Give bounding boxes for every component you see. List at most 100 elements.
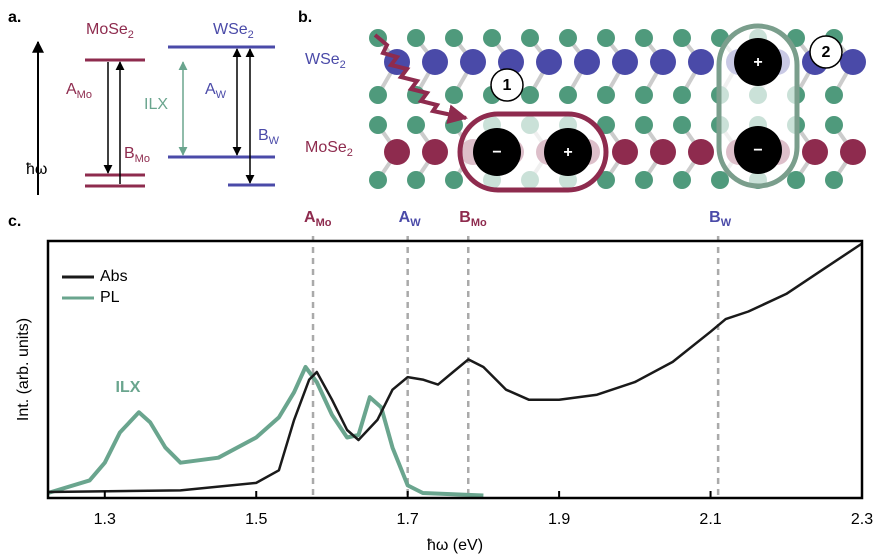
chalcogen-atom [445, 171, 463, 189]
charge [734, 38, 782, 86]
charge-sign: − [492, 144, 501, 161]
metal-atom [612, 139, 638, 165]
chalcogen-atom [597, 86, 615, 104]
metal-atom [688, 49, 714, 75]
chalcogen-atom [559, 86, 577, 104]
panel-label: a. [8, 9, 21, 26]
metal-atom [840, 49, 866, 75]
metal-atom [460, 49, 486, 75]
charge-sign: − [753, 142, 762, 159]
transition-label: BMo [124, 145, 150, 165]
series-line [47, 242, 863, 494]
material-label: MoSe2 [86, 21, 134, 41]
panel-label: b. [298, 9, 312, 26]
energy-axis-label: ħω [26, 161, 47, 178]
metal-atom [802, 139, 828, 165]
energy-diagram [32, 40, 275, 195]
chalcogen-atom [825, 171, 843, 189]
x-tick-label: 2.1 [699, 511, 721, 528]
legend-label: PL [100, 289, 120, 306]
transition-label-main: A [205, 81, 216, 98]
chalcogen-atom [521, 29, 539, 47]
chalcogen-atom [407, 171, 425, 189]
chalcogen-atom [825, 116, 843, 134]
chalcogen-atom [559, 29, 577, 47]
legend-label: Abs [100, 268, 128, 285]
chalcogen-atom [711, 171, 729, 189]
chalcogen-atom [407, 29, 425, 47]
chalcogen-atom [407, 116, 425, 134]
transition-label-sub: Mo [135, 153, 150, 165]
marker-label-main: A [304, 209, 316, 226]
panel-label: c. [8, 213, 21, 230]
ilx-label: ILX [144, 96, 168, 113]
chalcogen-atom [787, 171, 805, 189]
metal-atom [840, 139, 866, 165]
marker-label-sub: Mo [316, 217, 332, 229]
chalcogen-atom [369, 86, 387, 104]
metal-atom [650, 139, 676, 165]
step-number: 2 [822, 44, 831, 61]
chalcogen-atom [445, 86, 463, 104]
chalcogen-atom [825, 86, 843, 104]
transition-label: AMo [66, 81, 92, 101]
material-label-sub: 2 [128, 29, 134, 41]
transition-label: AW [205, 81, 227, 101]
x-axis-label: ħω (eV) [427, 537, 483, 554]
series-line [47, 365, 484, 498]
marker-label-main: B [709, 209, 721, 226]
chalcogen-atom [673, 86, 691, 104]
metal-atom [650, 49, 676, 75]
layer-label-sub: 2 [340, 59, 346, 71]
marker-label-sub: W [410, 217, 421, 229]
chalcogen-atom [635, 86, 653, 104]
charge [544, 128, 592, 176]
chalcogen-atom [673, 116, 691, 134]
charge-sign: + [753, 54, 762, 71]
marker-label-main: A [399, 209, 411, 226]
charge [473, 128, 521, 176]
marker-label-sub: Mo [471, 217, 487, 229]
chalcogen-atom [369, 171, 387, 189]
material-label-main: MoSe [86, 21, 128, 38]
y-axis-label: Int. (arb. units) [15, 318, 32, 421]
material-label: WSe2 [213, 21, 254, 41]
layer-label: MoSe2 [305, 139, 353, 159]
chalcogen-atom [483, 29, 501, 47]
marker-label: AW [399, 209, 422, 229]
chalcogen-atom [521, 86, 539, 104]
x-tick-label: 1.5 [245, 511, 267, 528]
marker-label: BW [709, 209, 732, 229]
chalcogen-atom [635, 116, 653, 134]
chalcogen-atom [673, 29, 691, 47]
metal-atom [536, 49, 562, 75]
layer-label-main: WSe [305, 51, 340, 68]
transition-label-main: B [124, 145, 135, 162]
chalcogen-atom [673, 171, 691, 189]
annotation: ILX [116, 379, 141, 396]
x-tick-label: 1.7 [397, 511, 419, 528]
chalcogen-atom [445, 29, 463, 47]
transition-label-main: A [66, 81, 77, 98]
transition-label: BW [258, 127, 280, 147]
metal-atom [384, 139, 410, 165]
metal-atom [422, 139, 448, 165]
step-circle [490, 68, 524, 102]
transition-label-sub: W [269, 135, 280, 147]
metal-atom [688, 139, 714, 165]
step-number: 1 [503, 77, 512, 94]
marker-label-main: B [459, 209, 471, 226]
marker-label-sub: W [721, 217, 732, 229]
transition-label-sub: Mo [77, 89, 92, 101]
layer-label: WSe2 [305, 51, 346, 71]
plot-frame [46, 239, 864, 500]
x-tick-label: 2.3 [851, 511, 873, 528]
transition-label-main: B [258, 127, 269, 144]
charge-sign: + [563, 144, 572, 161]
step-circle [809, 35, 843, 69]
chalcogen-atom [635, 29, 653, 47]
marker-label: AMo [304, 209, 332, 229]
chalcogen-atom [597, 171, 615, 189]
x-tick-label: 1.3 [94, 511, 116, 528]
